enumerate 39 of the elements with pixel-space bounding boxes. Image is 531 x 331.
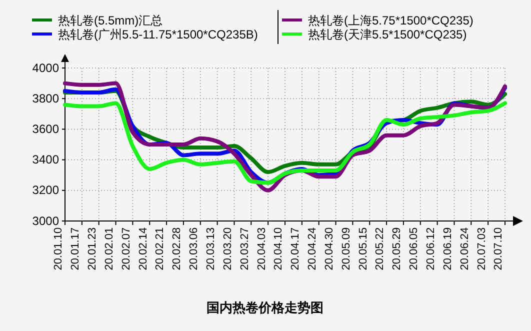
x-tick-label: 20.02.07: [120, 227, 132, 270]
y-tick-label: 3600: [32, 122, 60, 136]
x-tick-label: 20.02.01: [103, 227, 116, 270]
x-tick-label: 20.05.29: [391, 227, 404, 270]
x-tick-label: 20.05.09: [340, 227, 352, 270]
y-tick-label: 3000: [32, 214, 60, 228]
x-tick-label: 20.04.30: [323, 227, 336, 270]
x-tick-label: 20.06.12: [425, 227, 438, 270]
x-tick-label: 20.01.10: [52, 227, 65, 270]
line-series: [63, 101, 507, 185]
legend-label: 热轧卷(上海5.75*1500*CQ235): [308, 14, 474, 28]
text: 国内热卷价格走势图: [206, 300, 324, 315]
x-tick-label: 20.04.10: [272, 227, 285, 270]
x-tick-label: 20.02.28: [171, 227, 184, 270]
y-tick-label: 3200: [32, 183, 60, 198]
x-tick-label: 20.03.20: [222, 227, 234, 270]
x-tick-label: 20.01.23: [86, 227, 99, 270]
x-tick-label: 20.05.15: [357, 227, 370, 270]
y-tick-label: 3800: [32, 91, 60, 106]
x-tick-label: 20.04.03: [256, 227, 268, 270]
legend-label: 热轧卷(天津5.5*1500*CQ235): [308, 28, 467, 42]
y-tick-label: 4000: [32, 60, 60, 75]
y-tick-label: 3400: [32, 152, 60, 167]
x-tick-label: 20.01.17: [70, 227, 82, 270]
x-tick-label: 20.02.14: [137, 227, 150, 270]
x-tick-label: 20.02.21: [154, 227, 166, 270]
x-tick-label: 20.03.13: [205, 227, 218, 270]
legend-label: 热轧卷(5.5mm)汇总: [58, 14, 163, 28]
x-tick-label: 20.06.19: [442, 227, 454, 270]
x-tick-label: 20.04.17: [290, 227, 302, 270]
x-tick-label: 20.03.06: [188, 227, 200, 270]
x-tick-label: 20.07.10: [492, 227, 505, 270]
x-tick-label: 20.06.24: [458, 227, 471, 270]
x-tick-label: 20.06.05: [408, 227, 420, 270]
legend-label: 热轧卷(广州5.5-11.75*1500*CQ235B): [58, 28, 258, 42]
x-tick-label: 20.03.27: [238, 227, 251, 270]
x-tick-label: 20.07.03: [476, 227, 488, 270]
x-tick-label: 20.04.24: [306, 227, 319, 270]
x-tick-label: 20.05.22: [374, 227, 386, 270]
